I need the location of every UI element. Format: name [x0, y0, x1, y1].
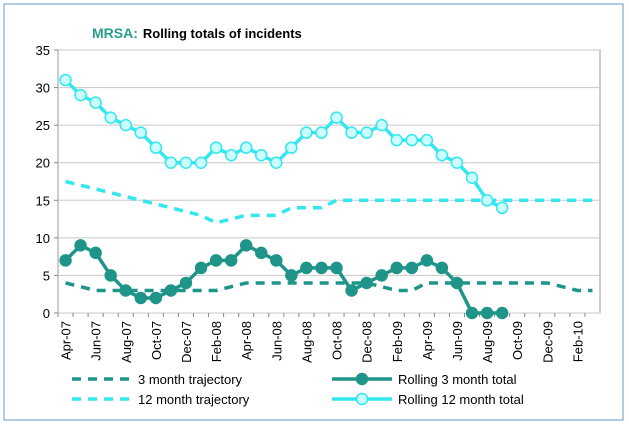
marker: [224, 254, 238, 267]
marker: [149, 141, 163, 154]
marker: [405, 261, 419, 275]
legend-label: 12 month trajectory: [138, 392, 250, 407]
y-tick-label: 30: [36, 81, 50, 96]
marker: [59, 73, 72, 87]
marker: [149, 291, 163, 305]
x-tick-label: Dec-08: [360, 321, 375, 363]
x-tick-label: Feb-08: [209, 321, 224, 362]
marker: [390, 133, 403, 147]
y-tick-label: 20: [36, 156, 50, 171]
marker: [194, 261, 208, 275]
marker: [450, 276, 464, 290]
y-tick-label: 15: [36, 193, 50, 208]
x-tick-label: Apr-08: [239, 321, 254, 360]
y-tick-label: 25: [36, 118, 50, 133]
marker: [255, 148, 268, 162]
marker: [435, 148, 449, 162]
x-tick-label: Apr-09: [420, 321, 435, 360]
legend-marker: [355, 372, 369, 386]
marker: [89, 96, 102, 109]
series-line: [65, 179, 593, 225]
marker: [315, 126, 328, 139]
marker: [435, 261, 449, 275]
y-tick-label: 10: [36, 231, 50, 246]
y-tick-label: 0: [43, 306, 50, 321]
marker: [59, 254, 72, 267]
marker: [194, 156, 208, 169]
marker: [330, 111, 343, 124]
marker: [375, 269, 388, 282]
marker: [134, 126, 148, 139]
marker: [104, 111, 117, 124]
marker: [330, 261, 343, 275]
marker: [224, 148, 238, 162]
x-tick-label: Feb-10: [570, 321, 585, 362]
y-tick-label: 35: [36, 43, 50, 58]
marker: [179, 156, 193, 169]
marker: [465, 171, 479, 184]
x-tick-label: Apr-07: [59, 321, 74, 360]
marker: [239, 141, 253, 154]
legend-label: Rolling 3 month total: [398, 372, 517, 387]
plot-area: [57, 49, 601, 314]
marker: [134, 291, 148, 305]
marker: [300, 261, 313, 275]
marker: [495, 306, 509, 320]
marker: [285, 141, 298, 154]
marker: [360, 126, 373, 139]
x-tick-label: Dec-09: [540, 321, 555, 363]
marker: [480, 194, 494, 207]
x-tick-label: Oct-09: [510, 321, 525, 360]
marker: [74, 239, 87, 252]
marker: [420, 133, 434, 147]
x-tick-label: Feb-09: [390, 321, 405, 362]
marker: [390, 261, 403, 275]
marker: [300, 126, 313, 139]
y-tick-label: 5: [43, 268, 50, 283]
x-tick-label: Aug-09: [480, 321, 495, 363]
x-tick-label: Aug-08: [299, 321, 314, 363]
marker: [405, 133, 419, 147]
series-line: [65, 281, 593, 293]
marker: [119, 284, 132, 297]
marker: [209, 254, 223, 267]
marker: [270, 254, 283, 267]
x-tick-label: Jun-08: [269, 321, 284, 361]
marker: [74, 88, 87, 102]
marker: [420, 254, 434, 267]
marker: [345, 284, 358, 297]
x-tick-label: Jun-09: [450, 321, 465, 361]
x-tick-label: Oct-08: [330, 321, 345, 360]
legend-label: Rolling 12 month total: [398, 392, 524, 407]
marker: [119, 118, 132, 132]
marker: [89, 246, 102, 260]
marker: [164, 284, 178, 297]
legend-label: 3 month trajectory: [138, 372, 243, 387]
title-text: Rolling totals of incidents: [143, 26, 302, 41]
x-tick-label: Oct-07: [149, 321, 164, 360]
x-tick-label: Jun-07: [89, 321, 104, 361]
marker: [375, 118, 388, 132]
marker: [239, 239, 253, 252]
marker: [450, 156, 464, 169]
marker: [209, 141, 223, 154]
legend-marker: [355, 392, 369, 406]
marker: [480, 306, 494, 320]
marker: [465, 306, 479, 320]
title-lead: MRSA:: [92, 25, 138, 41]
marker: [315, 261, 328, 275]
marker: [255, 246, 268, 260]
marker: [179, 276, 193, 290]
x-tick-label: Aug-07: [119, 321, 134, 363]
marker: [345, 126, 358, 139]
marker: [104, 269, 117, 282]
x-tick-label: Dec-07: [179, 321, 194, 363]
marker: [285, 269, 298, 282]
marker: [495, 201, 509, 215]
marker: [164, 156, 178, 169]
marker: [360, 276, 373, 290]
chart-title: MRSA: Rolling totals of incidents: [92, 25, 302, 41]
marker: [270, 156, 283, 169]
